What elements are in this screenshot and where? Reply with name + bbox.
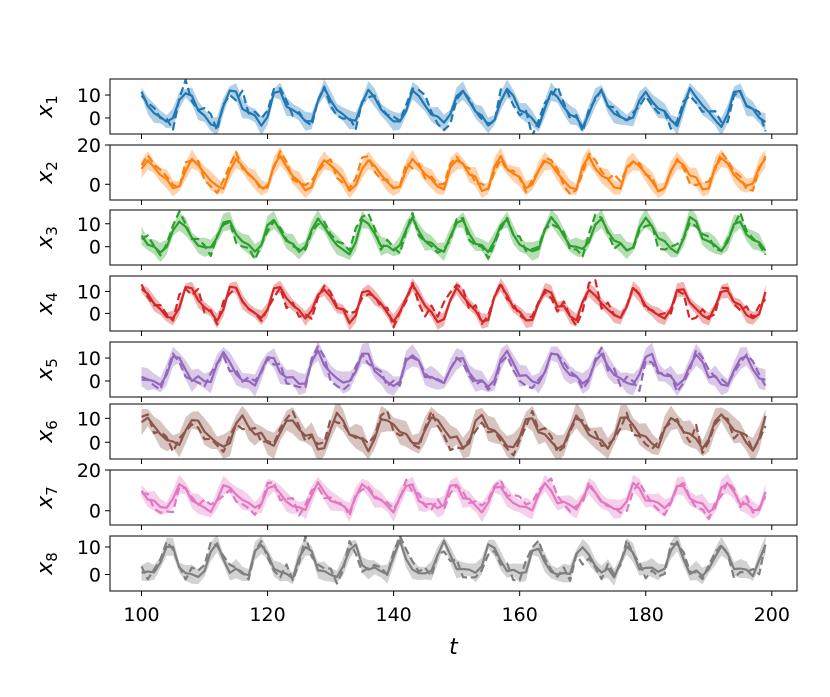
x-tick-label-200: 200 [754,604,790,626]
y-axis-label-5: x5 [33,358,61,382]
x-tick-label-120: 120 [249,604,285,626]
y-tick-label-2-0: 0 [89,174,101,196]
y-tick-label-7-0: 0 [89,501,101,523]
y-tick-label-1-0: 0 [89,108,101,130]
panel-plot-7 [140,473,767,523]
uncertainty-band-5 [141,342,766,397]
panel-frame-5 [109,341,798,398]
panel-3: 010 x3 [33,209,798,270]
panel-frame-6 [109,403,798,460]
uncertainty-band-3 [141,210,766,263]
y-tick-label-3-0: 0 [89,237,101,259]
panel-plot-1 [140,79,767,134]
mean-line-4 [140,283,767,325]
x-tick-label-180: 180 [628,604,664,626]
truth-line-8 [140,536,767,585]
panel-plot-8 [140,536,767,586]
panel-2: 0 20 x2 [33,135,798,205]
panel-frame-1 [109,78,798,135]
y-tick-label-8-10: 10 [77,537,101,559]
y-tick-label-7-20: 20 [77,460,101,482]
y-tick-label-2-20: 20 [77,135,101,157]
truth-line-5 [141,345,767,393]
panel-frame-2 [109,144,798,201]
y-axis-label-4: x4 [33,292,61,316]
y-tick-label-4-0: 0 [89,303,101,325]
truth-line-7 [141,477,767,520]
mean-line-1 [140,86,767,129]
panel-5: 010 x5 [33,341,798,402]
panel-frame-8 [109,535,798,592]
truth-line-2 [140,150,767,196]
y-tick-label-6-10: 10 [77,408,101,430]
y-tick-label-5-0: 0 [89,371,101,393]
y-axis-label-6: x6 [33,420,61,444]
mean-line-3 [140,216,767,256]
y-axis-label-8: x8 [33,552,61,576]
y-axis-label-2: x2 [33,161,61,185]
y-tick-label-1-10: 10 [77,85,101,107]
uncertainty-band-8 [141,536,766,586]
panel-plot-4 [140,278,767,331]
y-tick-label-8-0: 0 [89,565,101,587]
y-axis-label-7: x7 [33,486,61,510]
y-axis-label-1: x1 [33,95,61,119]
x-tick-label-140: 140 [375,604,411,626]
uncertainty-band-6 [141,404,766,459]
panel-frame-4 [109,275,798,332]
truth-line-4 [140,279,767,329]
x-tick-label-160: 160 [502,604,538,626]
panel-plot-2 [140,146,767,199]
truth-line-1 [140,79,767,134]
y-tick-label-3-10: 10 [77,214,101,236]
panel-plot-6 [140,404,767,459]
panel-1: 010 x1 [33,78,798,139]
panel-8: 0 10 x8 100 120 140 160 180 200 [33,535,798,626]
x-axis-label: t [449,635,459,660]
y-tick-label-4-10: 10 [77,281,101,303]
panel-6: 010 x6 [33,403,798,464]
panel-plot-5 [141,342,767,397]
truth-line-3 [140,210,767,261]
panel-7: 0 20 x7 [33,460,798,530]
uncertainty-band-4 [141,278,766,331]
uncertainty-band-2 [141,146,766,199]
truth-line-6 [141,409,767,457]
panel-plot-3 [140,210,767,263]
panel-frame-7 [109,469,798,526]
y-axis-label-3: x3 [33,226,61,250]
mean-line-8 [141,539,767,580]
x-tick-label-100: 100 [123,604,159,626]
y-tick-label-6-0: 0 [89,432,101,454]
panel-4: 010 x4 [33,275,798,336]
mean-line-7 [140,481,767,514]
y-tick-label-5-10: 10 [77,348,101,370]
panel-frame-3 [109,209,798,266]
mean-line-6 [140,411,767,453]
